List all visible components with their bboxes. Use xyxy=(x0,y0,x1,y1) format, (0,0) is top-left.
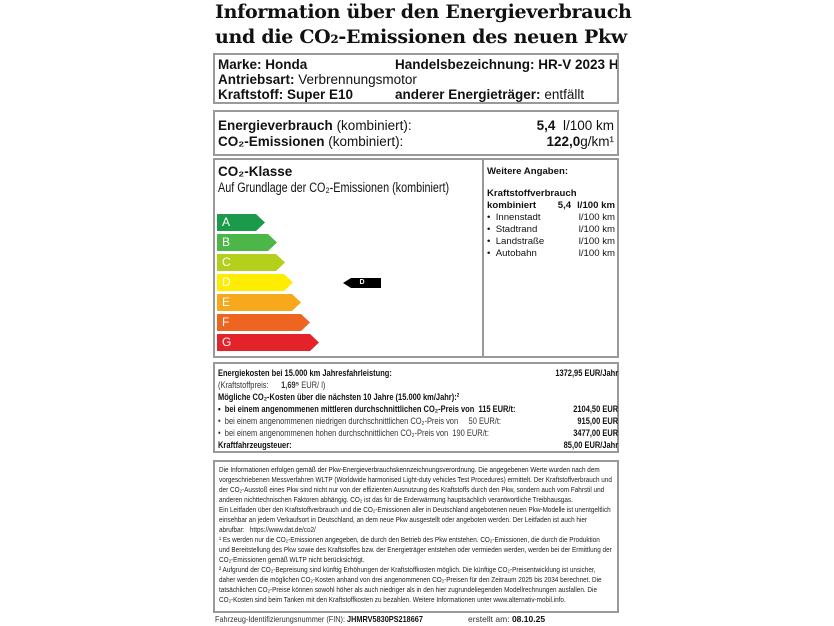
energieverbrauch-label: Energieverbrauch (kombiniert): xyxy=(218,118,412,133)
co2-kosten-niedrig-value: 915,00 EUR xyxy=(577,416,619,427)
kraftstoffpreis: (Kraftstoffpreis: 1,69⁵ EUR/ l) xyxy=(218,380,326,391)
co2-kosten-niedrig: • bei einem angenommenen niedrigen durch… xyxy=(218,416,501,427)
co2-emissionen-label: CO₂-Emissionen (kombiniert): xyxy=(218,134,404,149)
kfz-steuer-value: 85,00 EUR/Jahr xyxy=(563,440,619,451)
co2-class-arrow-e: E xyxy=(217,294,301,311)
info-paragraph-2: Ein Leitfaden über den Kraftstoffverbrau… xyxy=(219,505,611,534)
weitere-item: • Landstraße l/100 km xyxy=(487,236,615,247)
erstellt-am: erstellt am: 08.10.25 xyxy=(468,614,546,624)
weitere-title: Weitere Angaben: xyxy=(487,166,569,177)
co2-class-subtitle: Auf Grundlage der CO₂-Emissionen (kombin… xyxy=(218,180,450,195)
energieverbrauch-value: 5,4 l/100 km xyxy=(536,118,614,133)
co2-kosten-heading: Mögliche CO₂-Kosten über die nächsten 10… xyxy=(218,392,460,403)
kraftstoff: Kraftstoff: Super E10 xyxy=(218,87,354,102)
consumption-box: Energieverbrauch (kombiniert): 5,4 l/100… xyxy=(213,110,619,156)
anderer-energietraeger: anderer Energieträger: entfällt xyxy=(395,87,585,102)
info-paragraph-1: Die Informationen erfolgen gemäß der Pkw… xyxy=(219,465,612,504)
fin: Fahrzeug-Identifizierungsnummer (FIN): J… xyxy=(215,614,423,624)
co2-kosten-mittel-value: 2104,50 EUR xyxy=(573,404,619,415)
weitere-kombiniert: kombiniert 5,4 l/100 km xyxy=(487,200,615,211)
energiekosten-row: Energiekosten bei 15.000 km Jahresfahrle… xyxy=(218,368,618,380)
co2-class-title: CO₂-Klasse xyxy=(218,164,293,179)
page-title: Information über den Energieverbrauch un… xyxy=(215,0,632,50)
co2-kosten-hoch-row: • bei einem angenommenen hohen durchschn… xyxy=(218,428,618,440)
title-line-2: und die CO₂-Emissionen des neuen Pkw xyxy=(215,26,627,48)
weitere-item: • Autobahn l/100 km xyxy=(487,248,615,259)
co2-kosten-hoch-value: 3477,00 EUR xyxy=(573,428,619,439)
co2-class-arrow-g: G xyxy=(217,334,319,351)
co2-kosten-niedrig-row: • bei einem angenommenen niedrigen durch… xyxy=(218,416,618,428)
kfz-steuer-label: Kraftfahrzeugsteuer: xyxy=(218,440,292,451)
energiekosten-label: Energiekosten bei 15.000 km Jahresfahrle… xyxy=(218,368,392,379)
footnote-2: ² Aufgrund der CO₂-Bepreisung sind künft… xyxy=(219,565,602,604)
antriebsart: Antriebsart: Verbrennungsmotor xyxy=(218,72,417,87)
vehicle-box: Marke: Honda Handelsbezeichnung: HR-V 20… xyxy=(213,53,619,104)
costs-box: Energiekosten bei 15.000 km Jahresfahrle… xyxy=(213,362,619,453)
co2-kosten-hoch: • bei einem angenommenen hohen durchschn… xyxy=(218,428,489,439)
co2-class-arrow-a: A xyxy=(217,214,265,231)
co2-class-arrow-d: D xyxy=(217,274,293,291)
info-box: Die Informationen erfolgen gemäß der Pkw… xyxy=(213,460,619,613)
handelsbezeichnung: Handelsbezeichnung: HR-V 2023 HYBRID xyxy=(395,57,617,72)
divider xyxy=(482,160,484,356)
leitfaden-link[interactable]: https://www.dat.de/co2/ xyxy=(249,525,316,534)
co2-class-arrow-c: C xyxy=(217,254,285,271)
title-line-1: Information über den Energieverbrauch xyxy=(215,1,632,23)
co2-class-box: CO₂-Klasse Auf Grundlage der CO₂-Emissio… xyxy=(213,158,619,358)
co2-class-arrow-b: B xyxy=(217,234,277,251)
weitere-heading: Kraftstoffverbrauch xyxy=(487,188,577,199)
weitere-item: • Stadtrand l/100 km xyxy=(487,224,615,235)
footnote-1: ¹ Es werden nur die CO₂-Emissionen angeg… xyxy=(219,535,612,564)
co2-kosten-mittel-row: • bei einem angenommenen mittleren durch… xyxy=(218,404,618,416)
marke: Marke: Honda xyxy=(218,57,308,72)
energiekosten-value: 1372,95 EUR/Jahr xyxy=(555,368,619,379)
co2-class-arrow-f: F xyxy=(217,314,310,331)
current-class-marker: D xyxy=(343,278,381,288)
co2-kosten-mittel: • bei einem angenommenen mittleren durch… xyxy=(218,404,516,415)
weitere-item: • Innenstadt l/100 km xyxy=(487,212,615,223)
co2-emissionen-value: 122,0g/km¹ xyxy=(546,134,614,149)
kfz-steuer-row: Kraftfahrzeugsteuer: 85,00 EUR/Jahr xyxy=(218,440,618,452)
info-text: Die Informationen erfolgen gemäß der Pkw… xyxy=(219,465,612,605)
